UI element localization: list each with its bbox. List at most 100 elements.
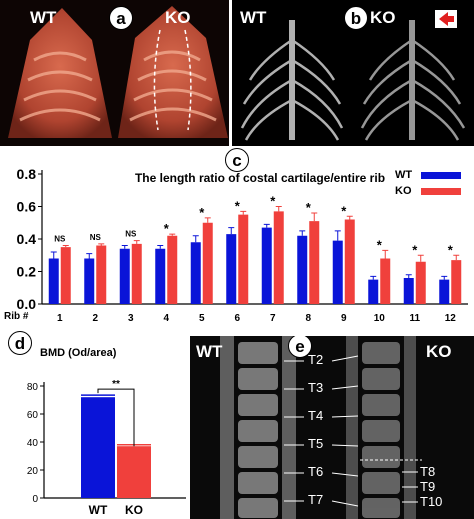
significance-label: * xyxy=(341,203,347,218)
x-tick-label: 1 xyxy=(57,313,63,324)
x-tick-label: KO xyxy=(125,503,143,517)
wt-bar xyxy=(84,258,95,304)
x-tick-label: 7 xyxy=(270,313,276,324)
x-tick-label: 9 xyxy=(341,313,347,324)
y-tick-label: 0 xyxy=(32,494,38,505)
significance-bracket xyxy=(97,388,135,447)
x-tick-label: 10 xyxy=(374,313,386,324)
x-tick-label: WT xyxy=(89,503,108,517)
wt-bar xyxy=(226,234,237,304)
significance-label: * xyxy=(412,242,418,257)
significance-label: ** xyxy=(112,379,120,390)
significance-label: * xyxy=(306,200,312,215)
significance-label: * xyxy=(235,198,241,213)
ko-spine-shadows xyxy=(346,336,416,519)
arrow-icon xyxy=(435,10,457,28)
pointer-line-right xyxy=(331,500,359,507)
vertebra-label-t2: T2 xyxy=(308,352,324,367)
panel-b-xray: WT KO b xyxy=(232,0,474,146)
chart-title: BMD (Od/area) xyxy=(40,347,117,359)
y-tick-label: 60 xyxy=(27,410,39,421)
panel-e-wt-label: WT xyxy=(196,342,223,361)
legend-swatch xyxy=(421,188,461,195)
significance-label: NS xyxy=(125,230,137,239)
ko-bmd-bar xyxy=(117,446,151,498)
pointer-line-right xyxy=(331,385,359,390)
pointer-line-right xyxy=(331,472,359,477)
x-tick-label: 2 xyxy=(92,313,98,324)
panel-a-wt-label: WT xyxy=(30,8,57,27)
panel-a-letter: a xyxy=(109,6,133,30)
spine-xray-image xyxy=(220,336,422,519)
ko-bar xyxy=(451,260,462,304)
ko-spine xyxy=(362,342,400,518)
wt-bar xyxy=(190,242,201,304)
x-tick-label: 3 xyxy=(128,313,134,324)
ko-bar xyxy=(380,258,391,304)
legend-swatch xyxy=(421,172,461,179)
rib-highlights xyxy=(19,50,217,122)
wt-bar xyxy=(297,235,308,304)
ko-bar xyxy=(273,211,284,304)
ko-bar xyxy=(415,261,426,304)
significance-label: * xyxy=(270,194,276,209)
wt-spine xyxy=(238,342,278,518)
panel-e-spine-xray: WT KO e T2 T3 T4 T5 T6 T7 T8 T9 T10 xyxy=(190,336,474,519)
x-tick-label: 4 xyxy=(163,313,169,324)
vertebra-label-t8: T8 xyxy=(420,464,436,479)
significance-label: * xyxy=(199,205,205,220)
wt-bar xyxy=(332,240,343,304)
bmd-chart: BMD (Od/area) 0 20 40 60 80 WT KO ** xyxy=(27,347,186,517)
panel-b-ko-label: KO xyxy=(370,8,396,27)
panel-b-letter: b xyxy=(344,6,368,30)
panel-e-letter: e xyxy=(288,336,312,358)
wt-bar xyxy=(368,279,379,304)
wt-bar xyxy=(48,258,59,304)
vertebra-label-t9: T9 xyxy=(420,479,436,494)
wt-bar xyxy=(439,279,450,304)
x-tick-label: 8 xyxy=(305,313,311,324)
vertebra-label-t7: T7 xyxy=(308,492,324,507)
x-axis-label: Rib # xyxy=(4,311,29,322)
pointer-line-right xyxy=(331,415,359,418)
wt-bar xyxy=(155,248,166,304)
panel-a-photo: WT KO a xyxy=(0,0,229,146)
ko-bar xyxy=(344,219,355,304)
dashed-outline xyxy=(153,29,192,131)
significance-label: * xyxy=(448,242,454,257)
vertebra-label-t6: T6 xyxy=(308,464,324,479)
wt-bmd-bar xyxy=(81,397,115,498)
ko-bar xyxy=(238,214,249,304)
wt-xray-ribs xyxy=(240,20,344,141)
x-tick-label: 6 xyxy=(234,313,240,324)
pointer-line-right xyxy=(331,355,359,362)
ko-bar xyxy=(167,235,178,304)
ko-bar xyxy=(202,222,213,304)
panel-e-ko-label: KO xyxy=(426,342,452,361)
vertebra-label-t4: T4 xyxy=(308,408,324,423)
y-tick-label: 80 xyxy=(27,382,39,393)
y-tick-label: 0.6 xyxy=(17,199,37,215)
ko-bar xyxy=(131,243,142,304)
ko-xray-ribs xyxy=(360,20,466,141)
wt-bar xyxy=(119,248,130,304)
y-tick-label: 0.0 xyxy=(17,296,37,312)
significance-label: * xyxy=(377,237,383,252)
rib-cage-xray xyxy=(240,10,466,141)
panel-b-wt-label: WT xyxy=(240,8,267,27)
ko-bar xyxy=(309,221,320,304)
chart-title: The length ratio of costal cartilage/ent… xyxy=(135,171,385,185)
x-tick-label: 12 xyxy=(445,313,457,324)
vertebra-pointers xyxy=(284,355,418,507)
wt-bar xyxy=(261,227,272,304)
vertebra-label-t10: T10 xyxy=(420,494,443,509)
ko-bar xyxy=(60,247,71,304)
rib-cage-photo xyxy=(8,6,228,138)
vertebra-label-t3: T3 xyxy=(308,380,324,395)
significance-label: * xyxy=(164,221,170,236)
x-tick-label: 5 xyxy=(199,313,205,324)
legend-label: KO xyxy=(395,185,412,197)
legend-label: WT xyxy=(395,169,412,181)
panel-a-ko-label: KO xyxy=(165,8,191,27)
y-tick-label: 0.4 xyxy=(17,231,37,247)
